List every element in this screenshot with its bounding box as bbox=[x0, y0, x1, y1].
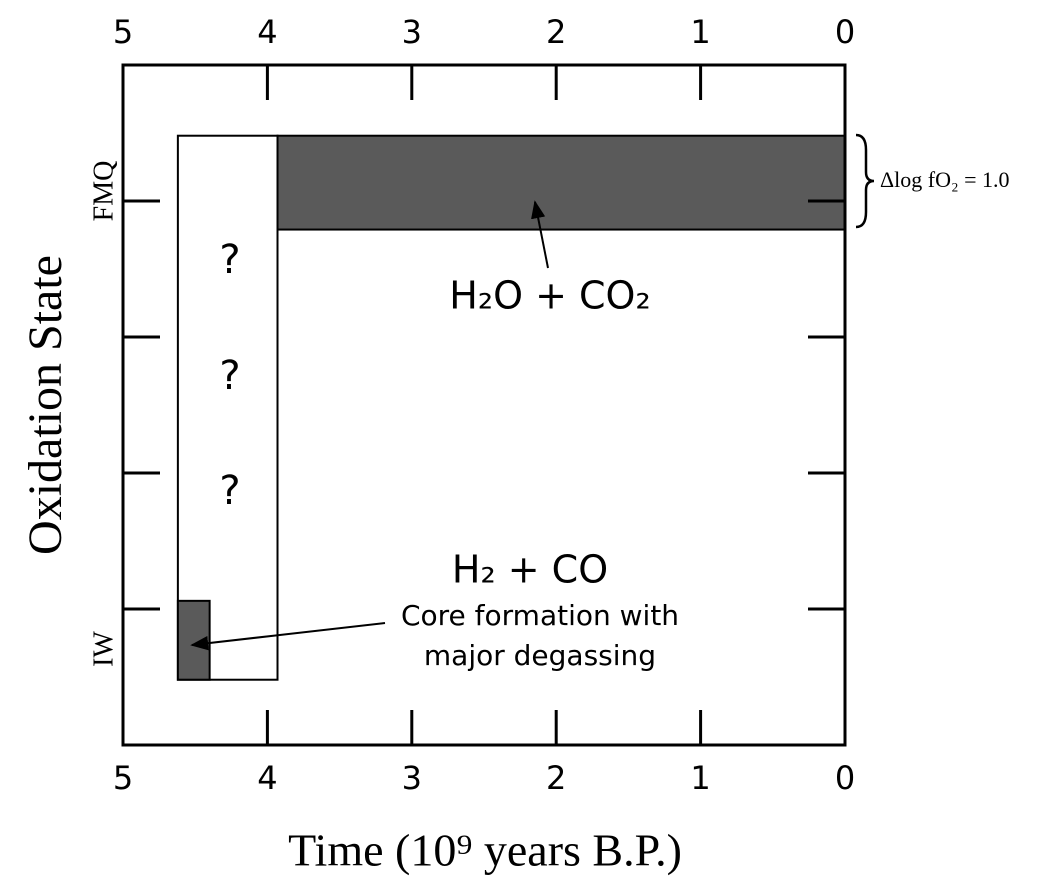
annotation: ? bbox=[219, 237, 240, 283]
annotation: Δlog fO₂ = 1.0 bbox=[880, 167, 1010, 192]
x-tick-label: 5 bbox=[113, 759, 133, 797]
x-tick-label: 0 bbox=[835, 13, 855, 51]
region bbox=[276, 134, 846, 231]
y-tick-label: IW bbox=[88, 631, 119, 667]
x-tick-label: 4 bbox=[257, 759, 277, 797]
x-tick-label: 2 bbox=[546, 759, 566, 797]
brace bbox=[855, 133, 875, 229]
region bbox=[176, 134, 279, 681]
y-axis-label: Oxidation State bbox=[19, 255, 72, 555]
y-tick-label: FMQ bbox=[88, 161, 119, 222]
annotation: H₂ + CO bbox=[452, 548, 608, 592]
x-tick-label: 4 bbox=[257, 13, 277, 51]
x-tick-label: 3 bbox=[402, 13, 422, 51]
x-tick-label: 0 bbox=[835, 759, 855, 797]
x-tick-label: 1 bbox=[690, 759, 710, 797]
annotation: major degassing bbox=[424, 639, 656, 672]
region bbox=[176, 599, 211, 681]
annotation: H₂O + CO₂ bbox=[449, 274, 650, 318]
x-tick-label: 1 bbox=[690, 13, 710, 51]
x-axis-label: Time (10⁹ years B.P.) bbox=[288, 825, 682, 876]
plot-frame bbox=[121, 63, 847, 747]
arrow bbox=[190, 622, 386, 651]
x-tick-label: 2 bbox=[546, 13, 566, 51]
annotation: ? bbox=[219, 468, 240, 514]
annotation: ? bbox=[219, 353, 240, 399]
x-tick-label: 3 bbox=[402, 759, 422, 797]
x-tick-label: 5 bbox=[113, 13, 133, 51]
arrow bbox=[531, 200, 549, 269]
annotation: Core formation with bbox=[401, 599, 679, 632]
